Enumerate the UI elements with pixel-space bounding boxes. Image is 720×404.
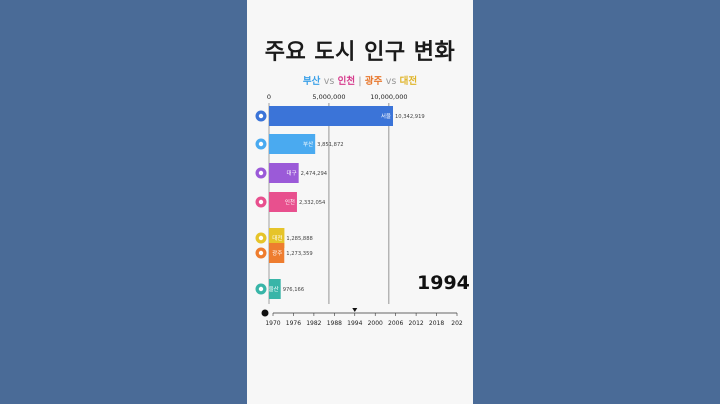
bar-chart: 0 5,000,000 10,000,000 서울 10,342,919 부산 3,851,…	[255, 93, 463, 327]
timeline-marker	[352, 308, 358, 312]
x-tick-label: 0	[267, 93, 271, 101]
subtitle-vs-2: vs	[385, 76, 397, 87]
bar-city-label: 울산	[269, 285, 279, 293]
incheon-logo-icon	[255, 196, 267, 208]
timeline-tick-label: 2000	[368, 320, 383, 327]
bar-value-label: 10,342,919	[395, 114, 425, 120]
bar-value-label: 3,851,872	[317, 142, 343, 148]
current-year-label: 1994	[417, 272, 470, 294]
subtitle-busan: 부산	[302, 76, 321, 87]
timeline-tick-label: 1982	[306, 320, 321, 327]
timeline-tick-label: 1976	[286, 320, 301, 327]
bar-city-label: 대구	[287, 169, 297, 177]
bar	[269, 134, 316, 154]
bar	[269, 192, 297, 212]
bar-value-label: 976,166	[283, 287, 304, 293]
subtitle-gwangju: 광주	[364, 76, 383, 87]
chart-subtitle: 부산 vs 인천 | 광주 vs 대전	[247, 73, 473, 87]
timeline-tick-label: 2006	[388, 320, 403, 327]
subtitle-incheon: 인천	[337, 76, 356, 87]
bar	[269, 106, 393, 126]
bar-value-label: 1,285,888	[286, 236, 312, 242]
daejeon-logo-icon	[255, 232, 267, 244]
bar-value-label: 2,332,054	[299, 200, 326, 206]
bar	[269, 163, 299, 183]
timeline-tick-label: 1970	[265, 320, 280, 327]
timeline-tick-label: 2012	[408, 320, 423, 327]
seoul-logo-icon	[255, 110, 267, 122]
busan-logo-icon	[255, 138, 267, 150]
timeline-tick-label: 1988	[327, 320, 342, 327]
bar-value-label: 2,474,294	[301, 171, 328, 177]
subtitle-daejeon: 대전	[399, 76, 418, 87]
play-icon[interactable]	[261, 309, 269, 317]
x-tick-label: 10,000,000	[370, 93, 407, 101]
gwangju-logo-icon	[255, 247, 267, 259]
bar-city-label: 광주	[272, 250, 282, 257]
bar-city-label: 인천	[285, 198, 295, 206]
ulsan-logo-icon	[255, 283, 267, 295]
bar-city-label: 부산	[303, 140, 313, 148]
x-tick-label: 5,000,000	[312, 93, 345, 101]
bar	[269, 279, 281, 299]
bar-value-label: 1,273,359	[286, 251, 312, 257]
chart-panel: 주요 도시 인구 변화 부산 vs 인천 | 광주 vs 대전 0 5,000,0…	[247, 0, 473, 404]
timeline-tick-label: 202	[451, 320, 463, 327]
bar	[269, 243, 285, 263]
bar-city-label: 서울	[381, 112, 391, 120]
subtitle-vs-1: vs	[323, 76, 335, 87]
daegu-logo-icon	[255, 167, 267, 179]
chart-title: 주요 도시 인구 변화	[264, 40, 456, 65]
bar-city-label: 대전	[272, 234, 282, 242]
timeline-tick-label: 1994	[347, 320, 362, 327]
timeline-tick-label: 2018	[429, 320, 444, 327]
subtitle-separator: |	[358, 76, 362, 87]
